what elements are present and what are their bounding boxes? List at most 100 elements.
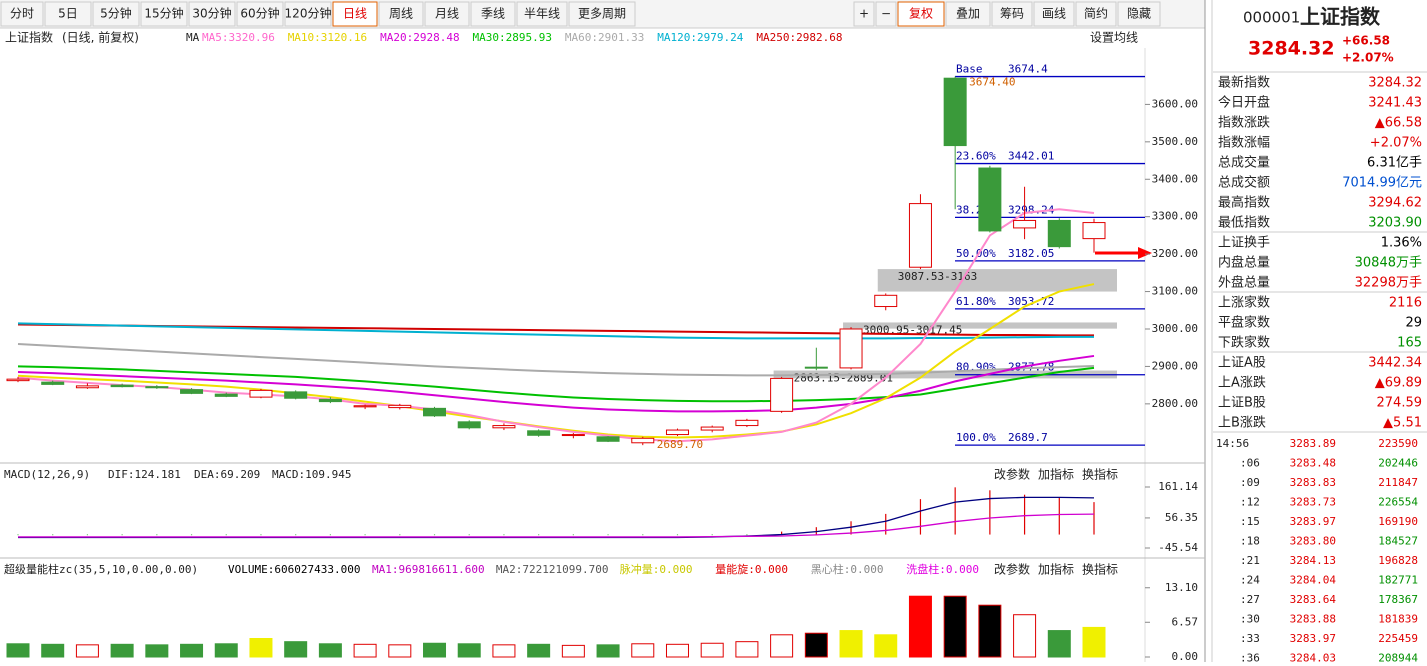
candle-body bbox=[908, 203, 932, 268]
tool-button[interactable] bbox=[1117, 1, 1161, 27]
candle-body bbox=[1047, 219, 1071, 248]
period-button[interactable] bbox=[424, 1, 470, 27]
gap-label: 3087.53-3163 bbox=[898, 270, 977, 283]
indicator-button[interactable]: 加指标 bbox=[1038, 562, 1074, 577]
tick-time: :27 bbox=[1240, 593, 1260, 606]
candle-body bbox=[388, 404, 412, 409]
period-label: 分时 bbox=[10, 7, 34, 21]
tool-button[interactable] bbox=[1075, 1, 1117, 27]
macd-label: MACD:109.945 bbox=[272, 468, 351, 481]
volume-bar bbox=[1082, 626, 1106, 658]
legend-ma: MA bbox=[186, 31, 200, 44]
tick-time: 14:56 bbox=[1216, 437, 1249, 450]
tick-price: 3283.97 bbox=[1290, 632, 1336, 645]
candle-body bbox=[978, 167, 1002, 232]
stat-value: 165 bbox=[1397, 336, 1422, 351]
tool-button[interactable] bbox=[875, 1, 897, 27]
tick-time: :30 bbox=[1240, 613, 1260, 626]
period-button[interactable] bbox=[332, 1, 378, 27]
tool-button[interactable] bbox=[897, 1, 945, 27]
ma-legend: MA250:2982.68 bbox=[756, 31, 842, 44]
volume-bar bbox=[978, 604, 1002, 658]
candle-body bbox=[561, 434, 585, 437]
candle-body bbox=[353, 405, 377, 408]
period-button[interactable] bbox=[92, 1, 140, 27]
period-label: 日线 bbox=[343, 7, 367, 21]
tick-volume: 223590 bbox=[1378, 437, 1418, 450]
ma-line bbox=[17, 342, 1095, 377]
quote-pct: +2.07% bbox=[1342, 51, 1394, 65]
tool-button[interactable] bbox=[853, 1, 875, 27]
period-button[interactable] bbox=[140, 1, 188, 27]
volume-bar bbox=[1013, 614, 1037, 658]
volume-bar bbox=[75, 644, 99, 658]
tick-volume: 184527 bbox=[1378, 535, 1418, 548]
period-button[interactable] bbox=[188, 1, 236, 27]
indicator-button[interactable]: 换指标 bbox=[1082, 467, 1118, 482]
volume-bar bbox=[804, 632, 828, 658]
y-tick-label: 2900.00 bbox=[1152, 359, 1198, 372]
volume-bar bbox=[943, 595, 967, 658]
ma-legend: MA5:3320.96 bbox=[202, 31, 275, 44]
period-label: 周线 bbox=[389, 7, 413, 21]
tool-label: 隐藏 bbox=[1127, 7, 1151, 21]
indicator-button[interactable]: 换指标 bbox=[1082, 562, 1118, 577]
y-tick-label: 2800.00 bbox=[1152, 397, 1198, 410]
quote-change: +66.58 bbox=[1342, 34, 1390, 48]
stat-value: 3284.32 bbox=[1368, 76, 1422, 91]
tool-button[interactable] bbox=[1033, 1, 1075, 27]
indicator-button[interactable]: 改参数 bbox=[994, 467, 1030, 482]
period-button[interactable] bbox=[516, 1, 568, 27]
stat-value: 274.59 bbox=[1377, 396, 1423, 411]
candle-body bbox=[145, 386, 169, 389]
stat-value: 1.36% bbox=[1381, 236, 1422, 251]
period-button[interactable] bbox=[470, 1, 516, 27]
volume-bar bbox=[561, 644, 585, 658]
fib-pct: 100.0% bbox=[956, 431, 996, 444]
legend-mode: (日线, 前复权) bbox=[62, 30, 139, 45]
period-label: 60分钟 bbox=[240, 6, 279, 21]
tool-button[interactable] bbox=[991, 1, 1033, 27]
period-button[interactable] bbox=[284, 1, 332, 27]
stat-label: 总成交量 bbox=[1218, 155, 1270, 171]
volume-bar bbox=[874, 634, 898, 658]
tick-price: 3284.04 bbox=[1290, 574, 1337, 587]
stat-label: 平盘家数 bbox=[1218, 315, 1270, 331]
tool-label: 叠加 bbox=[956, 7, 980, 21]
period-button[interactable] bbox=[236, 1, 284, 27]
candle-body bbox=[839, 328, 863, 369]
period-button[interactable] bbox=[568, 1, 636, 27]
quote-name: 上证指数 bbox=[1300, 5, 1381, 29]
stat-value: 2116 bbox=[1389, 296, 1422, 311]
volume-bar bbox=[388, 644, 412, 658]
candle-body bbox=[75, 385, 99, 389]
tick-volume: 182771 bbox=[1378, 574, 1418, 587]
quote-price: 3284.32 bbox=[1248, 38, 1335, 60]
stat-value: 29 bbox=[1405, 316, 1422, 331]
stat-value: ▲69.89 bbox=[1375, 376, 1422, 391]
period-button[interactable] bbox=[0, 1, 44, 27]
stat-label: 上证换手 bbox=[1218, 236, 1270, 251]
fib-pct: 23.60% bbox=[956, 150, 996, 163]
indicator-button[interactable]: 改参数 bbox=[994, 562, 1030, 577]
volume-bar bbox=[1047, 630, 1071, 658]
y-tick-label: 161.14 bbox=[1158, 480, 1198, 493]
tick-volume: 178367 bbox=[1378, 593, 1418, 606]
period-button[interactable] bbox=[378, 1, 424, 27]
tick-price: 3283.80 bbox=[1290, 535, 1336, 548]
tick-price: 3283.64 bbox=[1290, 593, 1337, 606]
period-button[interactable] bbox=[44, 1, 92, 27]
stat-label: 上证A股 bbox=[1218, 356, 1266, 371]
stat-label: 指数涨幅 bbox=[1218, 136, 1270, 151]
indicator-button[interactable]: 加指标 bbox=[1038, 467, 1074, 482]
fib-value: 3674.4 bbox=[1008, 63, 1048, 76]
period-label: 月线 bbox=[435, 7, 459, 21]
ma-settings[interactable]: 设置均线 bbox=[1090, 31, 1138, 45]
candle-body bbox=[110, 384, 134, 388]
quote-code: 000001 bbox=[1243, 9, 1300, 27]
tool-button[interactable] bbox=[945, 1, 991, 27]
stat-value: 7014.99亿元 bbox=[1342, 176, 1422, 191]
y-tick-label: 3000.00 bbox=[1152, 322, 1198, 335]
stat-label: 上B涨跌 bbox=[1218, 415, 1266, 431]
